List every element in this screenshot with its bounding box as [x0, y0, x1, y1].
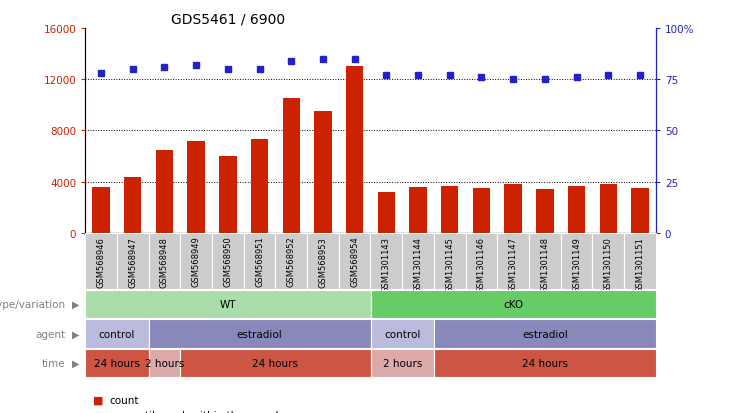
Bar	[219, 157, 236, 233]
Text: estradiol: estradiol	[522, 329, 568, 339]
Bar	[497, 233, 529, 289]
Bar	[251, 140, 268, 233]
Text: GSM568949: GSM568949	[192, 236, 201, 287]
Text: percentile rank within the sample: percentile rank within the sample	[109, 411, 285, 413]
Bar	[85, 233, 117, 289]
Bar	[599, 185, 617, 233]
Bar	[314, 112, 332, 233]
Bar	[93, 188, 110, 233]
Bar	[187, 141, 205, 233]
Text: GSM568950: GSM568950	[223, 236, 233, 287]
Text: 24 hours: 24 hours	[94, 358, 140, 368]
Text: GSM1301148: GSM1301148	[540, 236, 549, 292]
Text: GSM568954: GSM568954	[350, 236, 359, 287]
Bar	[339, 233, 370, 289]
Text: cKO: cKO	[503, 299, 523, 309]
Text: GSM1301143: GSM1301143	[382, 236, 391, 292]
Bar	[180, 233, 212, 289]
Bar	[631, 189, 648, 233]
Text: GSM568951: GSM568951	[255, 236, 264, 287]
Text: WT: WT	[219, 299, 236, 309]
Bar	[370, 233, 402, 289]
Text: ■: ■	[93, 411, 103, 413]
Text: GSM568953: GSM568953	[319, 236, 328, 287]
Text: control: control	[99, 329, 135, 339]
Text: control: control	[384, 329, 420, 339]
Bar	[441, 186, 459, 233]
Text: GSM1301145: GSM1301145	[445, 236, 454, 292]
Text: GSM568952: GSM568952	[287, 236, 296, 287]
Bar	[212, 233, 244, 289]
Bar	[346, 67, 363, 233]
Bar	[378, 192, 395, 233]
Text: ▶: ▶	[72, 358, 79, 368]
Text: 2 hours: 2 hours	[382, 358, 422, 368]
Bar	[473, 189, 490, 233]
Bar	[529, 233, 561, 289]
Text: ■: ■	[93, 395, 103, 405]
Bar	[244, 233, 276, 289]
Bar	[307, 233, 339, 289]
Text: time: time	[41, 358, 65, 368]
Bar	[409, 188, 427, 233]
Bar	[124, 177, 142, 233]
Bar	[536, 190, 554, 233]
Bar	[434, 233, 465, 289]
Text: 2 hours: 2 hours	[144, 358, 185, 368]
Bar	[561, 233, 592, 289]
Text: ▶: ▶	[72, 299, 79, 309]
Bar	[568, 186, 585, 233]
Text: estradiol: estradiol	[236, 329, 282, 339]
Text: 24 hours: 24 hours	[253, 358, 299, 368]
Text: GSM568948: GSM568948	[160, 236, 169, 287]
Text: ▶: ▶	[72, 329, 79, 339]
Bar	[156, 150, 173, 233]
Bar	[149, 233, 180, 289]
Text: agent: agent	[35, 329, 65, 339]
Text: GSM568946: GSM568946	[96, 236, 105, 287]
Text: GSM1301151: GSM1301151	[636, 236, 645, 292]
Text: GSM1301147: GSM1301147	[508, 236, 518, 292]
Bar	[276, 233, 307, 289]
Text: count: count	[109, 395, 139, 405]
Bar	[624, 233, 656, 289]
Bar	[117, 233, 149, 289]
Bar	[592, 233, 624, 289]
Text: genotype/variation: genotype/variation	[0, 299, 65, 309]
Text: GSM568947: GSM568947	[128, 236, 137, 287]
Text: GSM1301144: GSM1301144	[413, 236, 422, 292]
Text: GDS5461 / 6900: GDS5461 / 6900	[170, 12, 285, 26]
Text: GSM1301150: GSM1301150	[604, 236, 613, 292]
Bar	[505, 185, 522, 233]
Text: GSM1301146: GSM1301146	[477, 236, 486, 292]
Text: 24 hours: 24 hours	[522, 358, 568, 368]
Bar	[282, 99, 300, 233]
Bar	[402, 233, 434, 289]
Bar	[465, 233, 497, 289]
Text: GSM1301149: GSM1301149	[572, 236, 581, 292]
